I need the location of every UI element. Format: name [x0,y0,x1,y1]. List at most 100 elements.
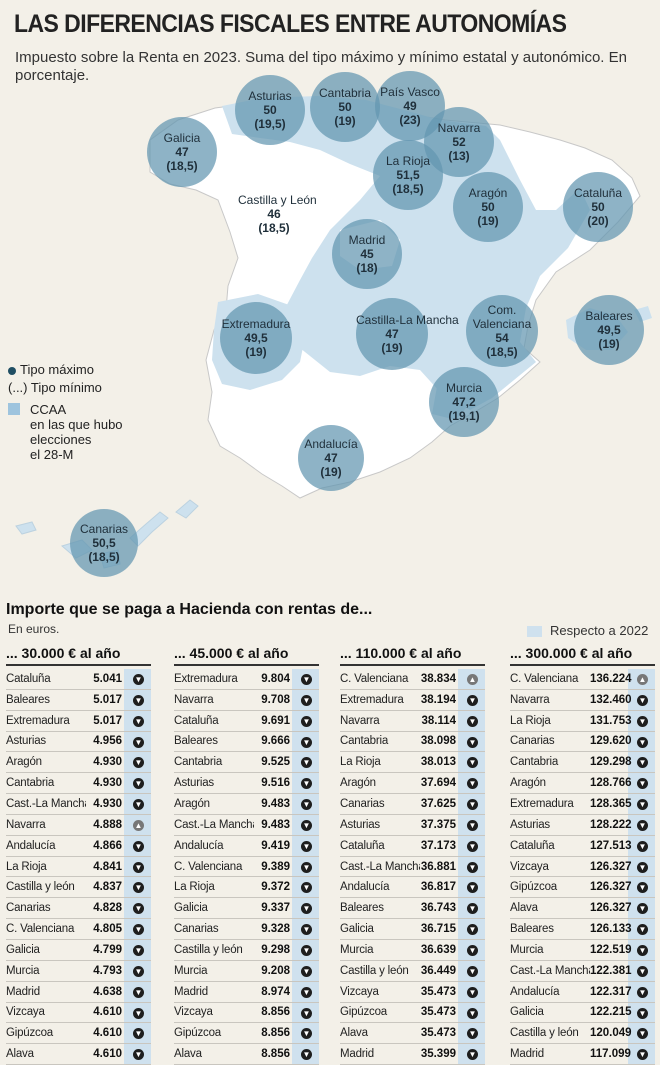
table-row: Extremadura 128.365 ▼ [510,794,655,815]
row-region: Aragón [6,756,42,769]
row-region: Cataluña [6,672,51,685]
row-amount: 4.930 [93,797,122,810]
row-amount: 132.460 [590,693,632,706]
arrow-down-icon: ▼ [637,1028,648,1040]
arrow-down-icon: ▼ [467,924,478,936]
arrow-down-icon: ▼ [467,1028,478,1040]
row-amount: 36.743 [420,902,456,915]
arrow-down-icon: ▼ [637,1007,648,1019]
row-region: Galicia [510,1006,544,1019]
table-row: Cataluña 127.513 ▼ [510,836,655,857]
bubble-cantabria: Cantabria 50 (19) [310,72,380,142]
arrow-down-icon: ▼ [301,694,312,706]
row-region: Andalucía [6,839,56,852]
table-row: Baleares 126.133 ▼ [510,919,655,940]
table-row: Extremadura 5.017 ▼ [6,711,151,732]
table-row: Madrid 4.638 ▼ [6,982,151,1003]
table-row: Asturias 128.222 ▼ [510,815,655,836]
table-row: Navarra 132.460 ▼ [510,690,655,711]
table-header: ... 30.000 € al año [6,644,151,666]
row-amount: 9.804 [261,672,290,685]
row-region: Andalucía [174,839,224,852]
row-region: Murcia [510,943,544,956]
table-row: Asturias 37.375 ▼ [340,815,485,836]
row-amount: 122.215 [590,1006,632,1019]
row-region: Álava [174,1048,202,1061]
table-header: ... 300.000 € al año [510,644,655,666]
table-row: Cantabria 4.930 ▼ [6,773,151,795]
row-amount: 36.881 [420,860,456,873]
table-row: Andalucía 122.317 ▼ [510,982,655,1003]
row-region: La Rioja [510,714,551,727]
row-amount: 4.956 [93,735,122,748]
row-amount: 36.639 [420,943,456,956]
table-row: Cantabria 129.298 ▼ [510,752,655,774]
table-row: Vizcaya 35.473 ▼ [340,982,485,1003]
row-region: Cantabria [6,777,55,790]
row-region: Asturias [6,735,46,748]
row-region: Cast.-La Mancha [6,797,86,810]
row-region: Navarra [174,693,214,706]
row-amount: 38.013 [420,756,456,769]
table-row: Cantabria 9.525 ▼ [174,752,319,774]
row-region: La Rioja [174,881,215,894]
row-amount: 4.610 [93,1048,122,1061]
row-region: Canarias [510,735,555,748]
table-row: Cast.-La Mancha 4.930 ▼ [6,794,151,815]
row-amount: 4.828 [93,902,122,915]
row-region: Asturias [340,818,380,831]
arrow-down-icon: ▼ [133,778,144,790]
table-row: Gipúzcoa 8.856 ▼ [174,1023,319,1045]
row-amount: 128.222 [590,818,632,831]
arrow-down-icon: ▼ [301,799,312,811]
row-amount: 5.041 [93,672,122,685]
row-region: Cantabria [174,756,223,769]
row-region: Navarra [340,714,380,727]
row-amount: 38.098 [420,735,456,748]
row-region: Castilla y león [340,964,409,977]
arrow-down-icon: ▼ [637,840,648,852]
row-region: Asturias [510,818,550,831]
table-30000: ... 30.000 € al año Cataluña 5.041 ▼ Balear… [6,644,151,1065]
row-amount: 4.841 [93,860,122,873]
row-region: Canarias [6,902,51,915]
row-region: Andalucía [510,985,560,998]
row-region: Canarias [174,923,219,936]
table-rows: C. Valenciana 136.224 ▲ Navarra 132.460 ▼ La R… [510,669,655,1065]
table-row: Baleares 36.743 ▼ [340,898,485,920]
row-region: Galicia [174,902,208,915]
table-row: Andalucía 36.817 ▼ [340,877,485,899]
row-amount: 122.381 [590,964,632,977]
row-region: La Rioja [6,860,47,873]
table-row: Castilla y león 9.298 ▼ [174,940,319,961]
row-region: Murcia [6,964,40,977]
table-row: C. Valenciana 4.805 ▼ [6,919,151,940]
table-row: Álava 4.610 ▼ [6,1044,151,1065]
row-region: Baleares [6,693,50,706]
table-row: Galicia 4.799 ▼ [6,940,151,961]
row-region: Galicia [340,923,374,936]
arrow-down-icon: ▼ [301,840,312,852]
arrow-down-icon: ▼ [133,1007,144,1019]
row-region: Madrid [510,1048,544,1061]
table-row: Vizcaya 8.856 ▼ [174,1003,319,1024]
table-row: La Rioja 9.372 ▼ [174,877,319,899]
row-region: Extremadura [174,672,238,685]
arrow-down-icon: ▼ [133,694,144,706]
table-row: Madrid 8.974 ▼ [174,982,319,1003]
table-rows: C. Valenciana 38.834 ▲ Extremadura 38.194 ▼ Na… [340,669,485,1065]
row-amount: 9.208 [261,964,290,977]
arrow-down-icon: ▼ [637,1049,648,1061]
table-row: Vizcaya 126.327 ▼ [510,857,655,878]
table-row: Canarias 37.625 ▼ [340,794,485,815]
arrow-down-icon: ▼ [301,778,312,790]
table-rows: Cataluña 5.041 ▼ Baleares 5.017 ▼ Extremadura 5… [6,669,151,1065]
row-region: Galicia [6,943,40,956]
arrow-down-icon: ▼ [637,694,648,706]
arrow-down-icon: ▼ [133,799,144,811]
row-region: Vizcaya [174,1006,213,1019]
arrow-down-icon: ▼ [133,757,144,769]
row-amount: 126.327 [590,902,632,915]
row-amount: 126.133 [590,923,632,936]
arrow-down-icon: ▼ [133,840,144,852]
